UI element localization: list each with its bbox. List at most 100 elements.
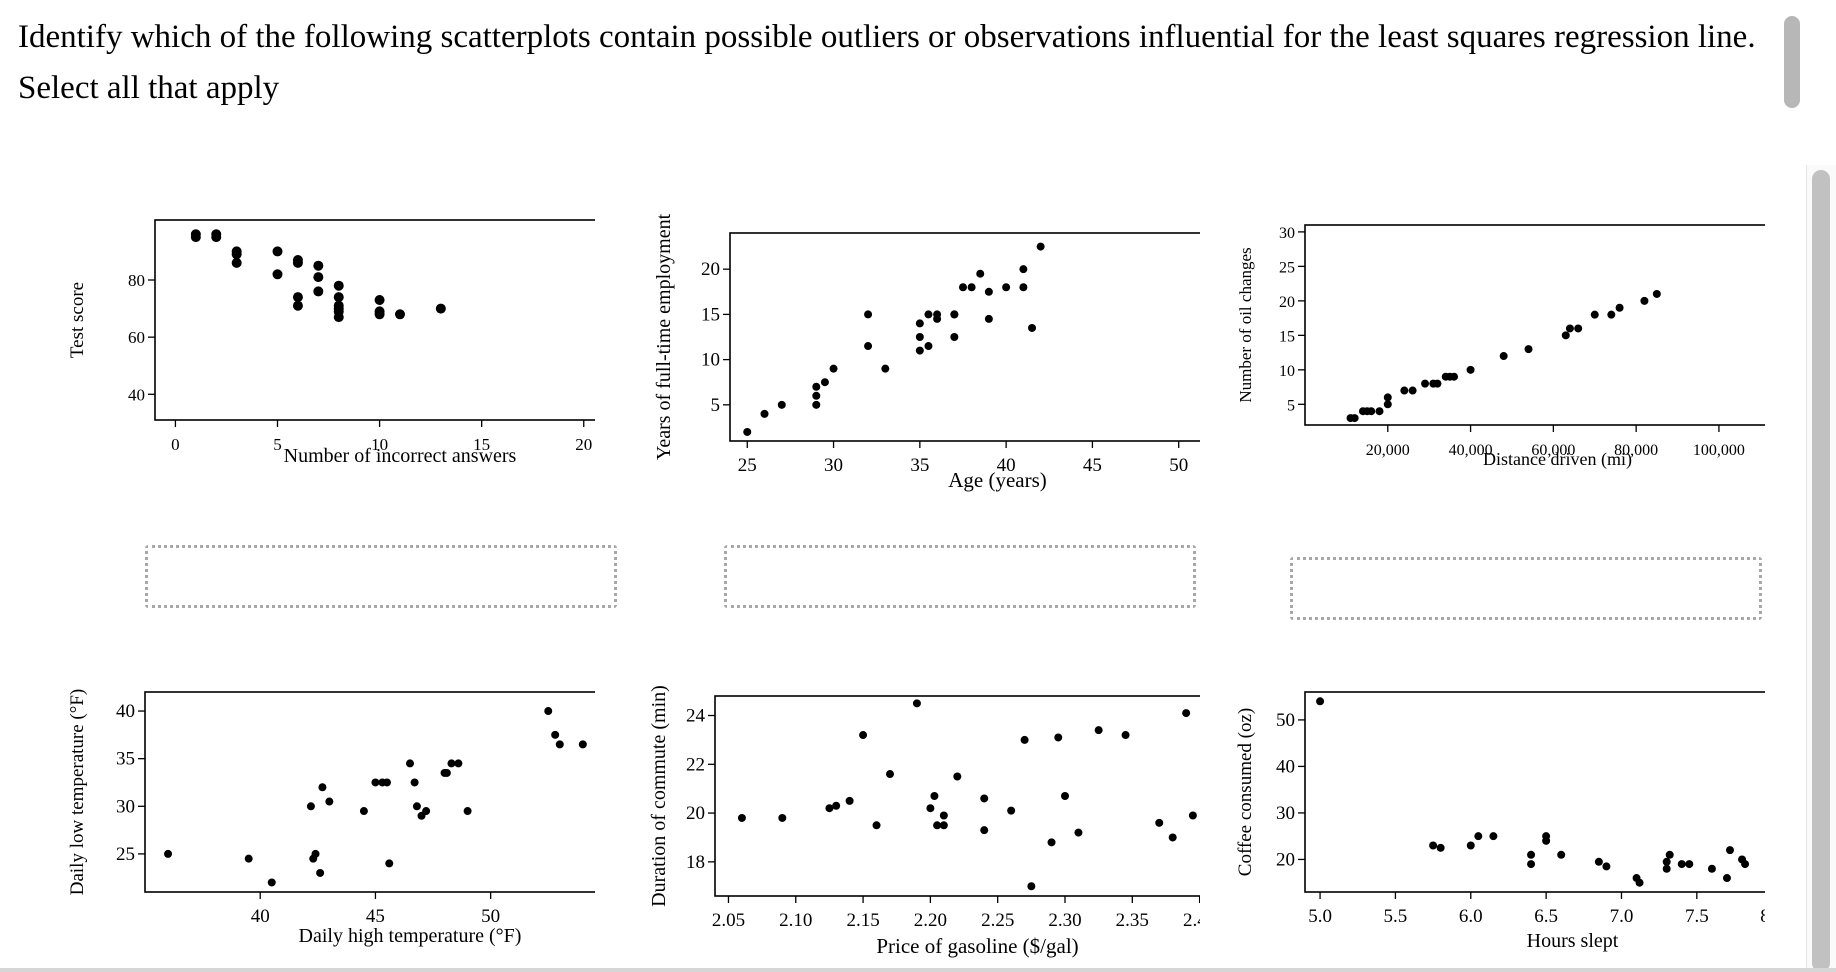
data-point	[454, 759, 463, 768]
y-axis-label: Duration of commute (min)	[648, 685, 670, 907]
x-tick-label: 2.25	[981, 910, 1014, 931]
data-point	[1707, 864, 1716, 873]
x-tick-label: 60,000	[1531, 442, 1575, 459]
data-point	[1725, 846, 1734, 855]
data-point	[385, 859, 394, 868]
data-point	[371, 778, 380, 787]
x-axis-label: Age (years)	[948, 468, 1047, 492]
x-tick-label: 100,000	[1693, 442, 1745, 459]
data-point	[864, 342, 873, 351]
x-axis-label: Daily high temperature (°F)	[299, 925, 522, 947]
y-tick-label: 20	[701, 259, 720, 280]
x-tick-label: 7.0	[1610, 906, 1634, 927]
data-point	[778, 813, 787, 822]
plot-frame	[154, 219, 595, 421]
data-point	[1400, 386, 1409, 395]
y-tick-label: 15	[1279, 328, 1295, 345]
x-tick-label: 35	[910, 455, 929, 476]
data-point	[313, 286, 324, 297]
data-point	[953, 772, 962, 781]
data-point	[1557, 850, 1566, 859]
data-point	[164, 849, 173, 858]
data-point	[1020, 735, 1029, 744]
data-point	[382, 778, 391, 787]
data-point	[933, 821, 942, 830]
y-axis-label: Coffee consumed (oz)	[1235, 708, 1256, 876]
data-point	[359, 807, 368, 816]
data-point	[1574, 324, 1583, 333]
data-point	[743, 427, 752, 436]
data-point	[1188, 811, 1197, 820]
data-point	[958, 283, 967, 292]
top-scrollbar-thumb[interactable]	[1784, 16, 1800, 108]
x-tick-label: 2.35	[1116, 910, 1149, 931]
scatterplot-commute-duration: 2.05 2.10 2.15 2.20 2.25 2.30 2.35 2.40 18 20 22 24…	[648, 685, 1200, 958]
data-point	[924, 310, 933, 319]
data-point	[318, 783, 327, 792]
x-tick-label: 5	[273, 435, 282, 454]
data-point	[976, 269, 985, 278]
data-point	[406, 759, 414, 768]
data-point	[1002, 283, 1011, 292]
y-tick-label: 18	[686, 852, 705, 873]
y-axis-label: Test score	[67, 282, 88, 358]
answer-dropzone-1[interactable]	[145, 545, 617, 608]
data-point	[1466, 841, 1475, 850]
scrollbar-thumb[interactable]	[1812, 170, 1830, 972]
y-tick-label: 10	[701, 350, 720, 371]
y-axis-label: Daily low temperature (°F)	[67, 689, 88, 896]
x-tick-label: 8.0	[1760, 906, 1765, 927]
data-point	[1527, 860, 1536, 869]
data-point	[311, 849, 320, 858]
data-point	[1607, 310, 1616, 319]
data-point	[1594, 857, 1603, 866]
data-point	[463, 807, 472, 816]
answer-dropzone-3[interactable]	[1290, 557, 1762, 620]
x-tick-label: 20,000	[1366, 442, 1410, 459]
data-point	[1561, 331, 1570, 340]
answer-dropzone-2[interactable]	[724, 545, 1196, 608]
data-point	[1635, 878, 1644, 887]
data-point	[272, 269, 283, 280]
x-tick-label: 2.05	[712, 910, 745, 931]
data-point	[950, 333, 959, 341]
data-point	[333, 292, 344, 303]
data-point	[930, 792, 939, 800]
data-point	[825, 804, 834, 813]
x-tick-label: 6.0	[1459, 906, 1483, 927]
bottom-divider	[0, 968, 1836, 972]
x-tick-label: 45	[1083, 455, 1102, 476]
data-point	[1155, 818, 1164, 827]
question-text: Identify which of the following scatterp…	[18, 19, 1756, 106]
x-axis-label: Hours slept	[1527, 930, 1619, 952]
data-point	[578, 740, 587, 749]
y-tick-label: 30	[1276, 803, 1295, 824]
data-point	[211, 232, 222, 243]
data-point	[912, 699, 921, 708]
data-point	[924, 342, 933, 351]
x-tick-label: 40,000	[1449, 442, 1493, 459]
data-point	[316, 868, 325, 877]
data-point	[333, 312, 344, 323]
data-point	[967, 283, 976, 292]
data-point	[1019, 283, 1028, 292]
data-point	[915, 346, 924, 355]
data-point	[1665, 850, 1674, 859]
x-tick-label: 2.15	[846, 910, 879, 931]
y-tick-label: 10	[1279, 363, 1295, 380]
data-point	[1433, 379, 1442, 388]
data-point	[872, 821, 881, 830]
y-tick-label: 50	[1276, 710, 1295, 731]
data-point	[1375, 407, 1384, 416]
data-point	[864, 310, 873, 319]
data-point	[1047, 838, 1056, 847]
data-point	[1350, 414, 1359, 423]
data-point	[1466, 365, 1475, 374]
scatterplot-oil-changes: 20,00040,00060,00080,000100,000120,00051…	[1236, 224, 1765, 470]
data-point	[1662, 864, 1671, 873]
x-tick-label: 80,000	[1614, 442, 1658, 459]
data-point	[267, 878, 276, 887]
data-point	[1652, 289, 1661, 298]
data-point	[1007, 806, 1016, 815]
data-point	[1489, 832, 1498, 841]
